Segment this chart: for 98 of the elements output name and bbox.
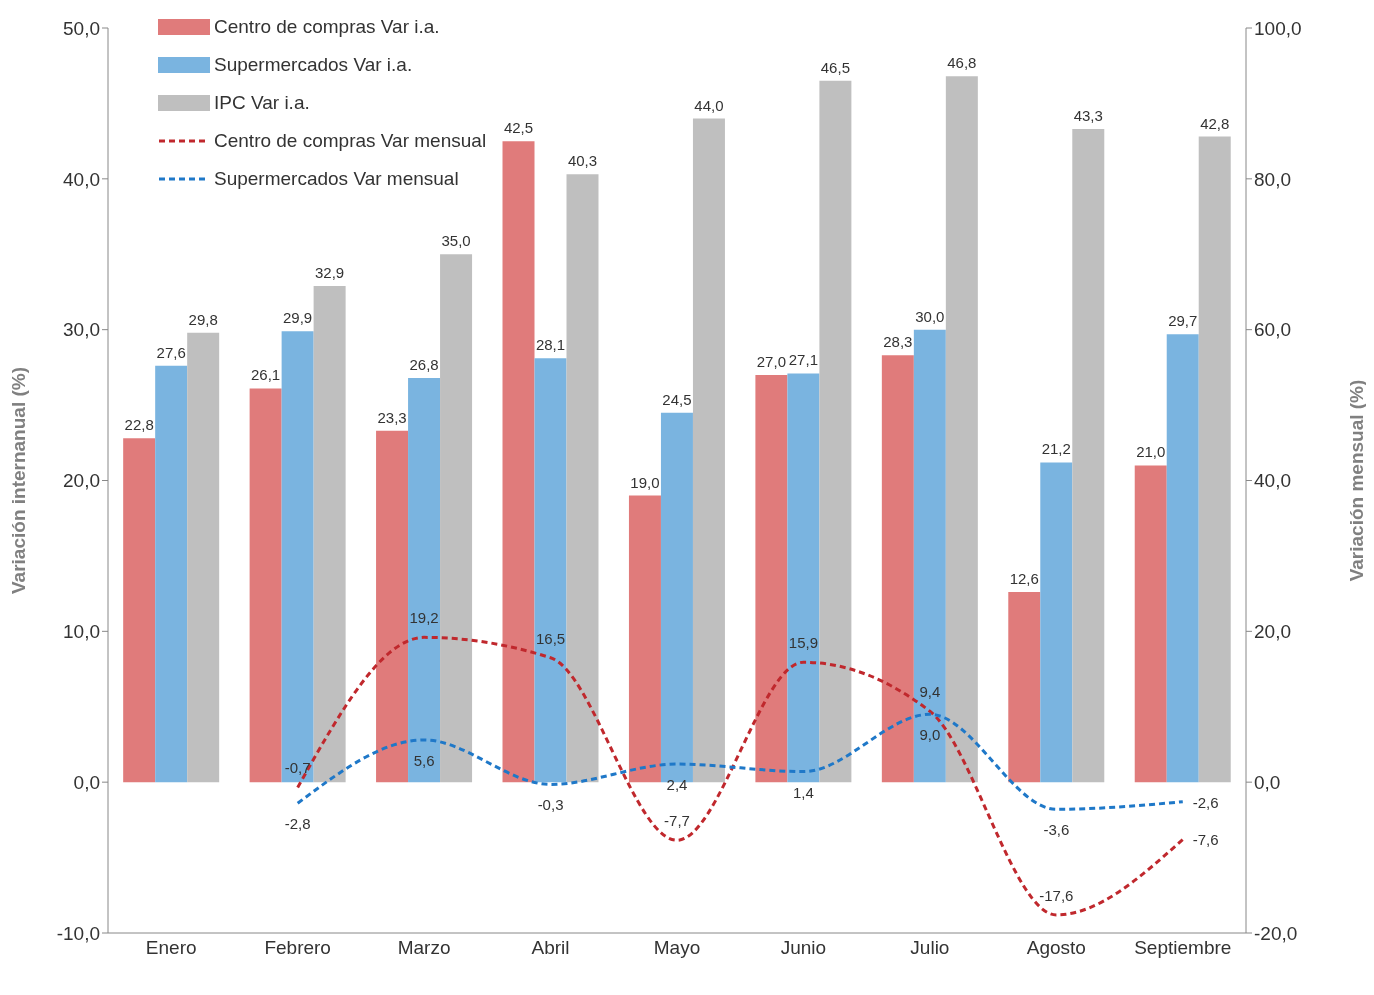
x-tick-label: Junio bbox=[780, 937, 827, 959]
data-label: 16,5 bbox=[535, 629, 566, 647]
bar bbox=[534, 358, 567, 783]
bar bbox=[155, 365, 188, 783]
bar bbox=[913, 329, 946, 783]
y2-tick-label: 0,0 bbox=[1254, 771, 1281, 793]
data-label: 26,8 bbox=[409, 355, 439, 373]
bar bbox=[313, 285, 346, 783]
bar bbox=[249, 388, 282, 783]
data-label: 44,0 bbox=[694, 96, 724, 114]
data-label: -3,6 bbox=[1043, 821, 1070, 839]
bar bbox=[945, 76, 978, 783]
data-label: -17,6 bbox=[1039, 886, 1074, 904]
data-label: 23,3 bbox=[377, 408, 407, 426]
data-label: 27,1 bbox=[788, 351, 818, 369]
y2-tick-label: 40,0 bbox=[1254, 470, 1291, 492]
x-tick-label: Septiembre bbox=[1134, 937, 1232, 959]
y-tick-label: 20,0 bbox=[63, 470, 100, 492]
bar bbox=[440, 254, 473, 783]
data-label: 12,6 bbox=[1009, 570, 1039, 588]
bar bbox=[1040, 462, 1073, 783]
bar bbox=[787, 373, 820, 783]
data-label: 5,6 bbox=[413, 751, 435, 769]
bar bbox=[408, 377, 441, 783]
y-tick-label: 10,0 bbox=[63, 621, 100, 643]
data-label: 15,9 bbox=[788, 634, 819, 652]
data-label: 30,0 bbox=[915, 307, 945, 325]
bar bbox=[502, 141, 535, 783]
legend-label: Centro de compras Var i.a. bbox=[214, 15, 440, 39]
data-label: 26,1 bbox=[251, 366, 281, 384]
bar bbox=[566, 174, 599, 783]
data-label: 40,3 bbox=[567, 152, 598, 170]
legend-label: Supermercados Var mensual bbox=[214, 167, 459, 191]
x-tick-label: Febrero bbox=[264, 937, 331, 959]
data-label: 27,0 bbox=[756, 352, 786, 370]
data-label: 9,4 bbox=[919, 683, 941, 701]
bar bbox=[187, 332, 220, 783]
legend-label: Centro de compras Var mensual bbox=[214, 129, 487, 153]
data-label: 29,9 bbox=[283, 309, 313, 327]
bar bbox=[881, 355, 914, 783]
data-label: -7,7 bbox=[664, 812, 690, 830]
data-label: 19,0 bbox=[630, 473, 660, 491]
bar bbox=[755, 374, 788, 783]
y2-axis-title: Variación mensual (%) bbox=[1345, 379, 1367, 582]
x-tick-label: Abril bbox=[531, 937, 570, 959]
data-label: 28,1 bbox=[535, 336, 566, 354]
bar bbox=[123, 438, 156, 783]
legend-label: Supermercados Var i.a. bbox=[214, 53, 413, 77]
y-tick-label: 0,0 bbox=[73, 771, 100, 793]
data-label: 24,5 bbox=[662, 390, 692, 408]
data-label: -0,7 bbox=[284, 759, 311, 777]
y-tick-label: 50,0 bbox=[63, 17, 100, 39]
data-label: -2,6 bbox=[1192, 793, 1219, 811]
bar bbox=[1166, 334, 1199, 783]
y2-tick-label: -20,0 bbox=[1254, 922, 1298, 944]
x-tick-label: Agosto bbox=[1026, 937, 1086, 959]
data-label: -2,8 bbox=[284, 815, 311, 833]
x-tick-label: Mayo bbox=[653, 937, 701, 959]
x-tick-label: Marzo bbox=[397, 937, 451, 959]
data-label: 32,9 bbox=[315, 263, 345, 281]
x-tick-label: Julio bbox=[910, 937, 950, 959]
y-tick-label: -10,0 bbox=[56, 922, 100, 944]
bar bbox=[1072, 129, 1105, 783]
data-label: 42,5 bbox=[503, 119, 534, 137]
data-label: 28,3 bbox=[883, 333, 913, 351]
data-label: 42,8 bbox=[1200, 114, 1230, 132]
bar bbox=[1008, 592, 1041, 783]
bar bbox=[628, 495, 661, 783]
bar bbox=[692, 118, 725, 783]
bar bbox=[1134, 465, 1167, 783]
data-label: 9,0 bbox=[919, 726, 941, 744]
data-label: 27,6 bbox=[156, 343, 186, 361]
data-label: 35,0 bbox=[441, 232, 471, 250]
data-label: 29,7 bbox=[1168, 312, 1198, 330]
y2-tick-label: 100,0 bbox=[1254, 17, 1302, 39]
data-label: -0,3 bbox=[537, 796, 564, 814]
data-label: -7,6 bbox=[1192, 831, 1219, 849]
data-label: 29,8 bbox=[188, 310, 218, 328]
data-label: 21,2 bbox=[1041, 440, 1071, 458]
data-label: 46,8 bbox=[947, 54, 977, 72]
x-tick-label: Enero bbox=[145, 937, 197, 959]
data-label: 22,8 bbox=[124, 416, 154, 434]
bar bbox=[281, 331, 314, 783]
bar bbox=[819, 80, 852, 783]
data-label: 46,5 bbox=[820, 58, 850, 76]
bar bbox=[376, 430, 409, 783]
bar bbox=[1198, 136, 1231, 783]
y2-tick-label: 20,0 bbox=[1254, 621, 1291, 643]
y-tick-label: 40,0 bbox=[63, 168, 100, 190]
y-axis-title: Variación internanual (%) bbox=[7, 367, 29, 594]
data-label: 21,0 bbox=[1136, 443, 1166, 461]
data-label: 19,2 bbox=[409, 609, 439, 627]
y2-tick-label: 80,0 bbox=[1254, 168, 1291, 190]
data-label: 43,3 bbox=[1073, 107, 1103, 125]
legend-label: IPC Var i.a. bbox=[214, 91, 310, 115]
y-tick-label: 30,0 bbox=[63, 319, 100, 341]
y2-tick-label: 60,0 bbox=[1254, 319, 1291, 341]
data-label: 1,4 bbox=[793, 783, 814, 801]
